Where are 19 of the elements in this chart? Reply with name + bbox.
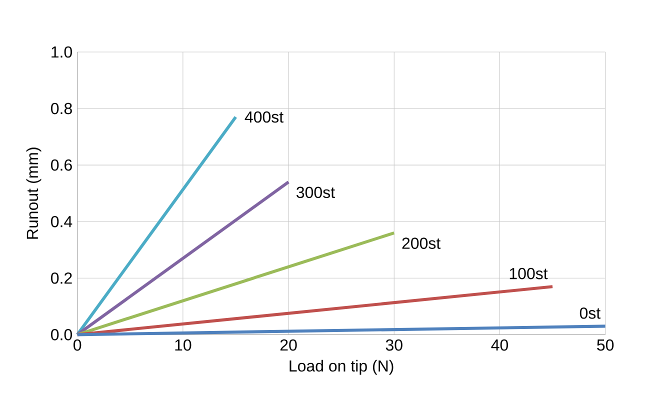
y-tick-label: 0.0 bbox=[51, 329, 72, 340]
series-label: 400st bbox=[244, 111, 284, 123]
y-tick-label: 0.4 bbox=[51, 216, 72, 228]
x-tick-label: 40 bbox=[491, 339, 508, 351]
x-axis-title: Load on tip (N) bbox=[290, 360, 394, 375]
x-tick-label: 30 bbox=[386, 339, 402, 351]
x-tick-label: 0 bbox=[74, 339, 82, 351]
y-tick-label: 1.0 bbox=[52, 46, 72, 58]
y-tick-label: 0.8 bbox=[51, 102, 72, 114]
y-tick-label: 0.6 bbox=[51, 159, 72, 171]
x-tick-label: 10 bbox=[175, 339, 192, 351]
x-tick-label: 50 bbox=[597, 339, 614, 351]
y-axis-title: Runout (mm) bbox=[26, 148, 42, 239]
series-label: 0st bbox=[580, 307, 600, 319]
series-label: 200st bbox=[402, 238, 441, 249]
series-label: 100st bbox=[510, 268, 548, 280]
x-tick-label: 20 bbox=[280, 339, 297, 351]
y-tick-label: 0.2 bbox=[51, 272, 72, 284]
series-label: 300st bbox=[296, 186, 335, 198]
